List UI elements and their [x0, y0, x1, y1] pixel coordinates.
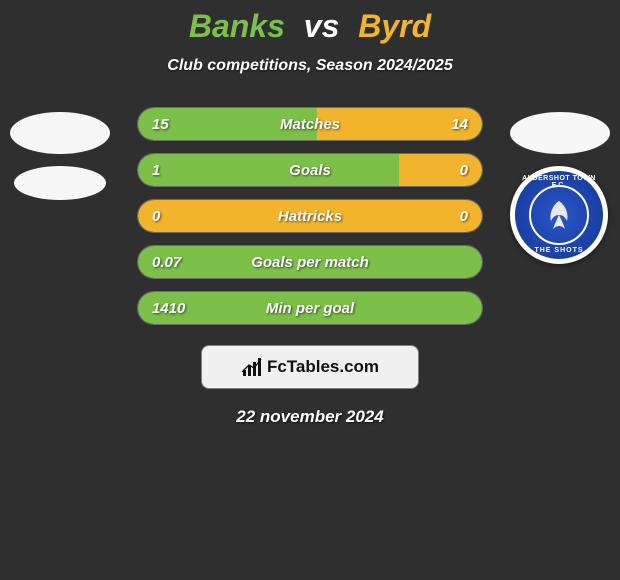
- stat-value-right: 14: [451, 108, 468, 140]
- stat-row: 15Matches14: [137, 107, 483, 141]
- stat-row: 1Goals0: [137, 153, 483, 187]
- club-badge-bottom-label: THE SHOTS: [515, 247, 603, 254]
- brand-box[interactable]: FcTables.com: [201, 345, 419, 389]
- date-label: 22 november 2024: [0, 407, 620, 427]
- stat-value-right: 0: [460, 154, 468, 186]
- brand-label: FcTables.com: [267, 357, 379, 377]
- title-vs: vs: [304, 8, 340, 44]
- subtitle: Club competitions, Season 2024/2025: [0, 57, 620, 75]
- stat-label: Min per goal: [138, 292, 482, 324]
- bar-chart-icon: [241, 356, 263, 378]
- left-club-flag-icon: [14, 166, 106, 200]
- phoenix-icon: [535, 191, 583, 239]
- comparison-card: Banks vs Byrd Club competitions, Season …: [0, 0, 620, 427]
- title-player2: Byrd: [358, 8, 431, 44]
- page-title: Banks vs Byrd: [0, 8, 620, 45]
- title-player1: Banks: [189, 8, 285, 44]
- stat-row: 0Hattricks0: [137, 199, 483, 233]
- stat-label: Matches: [138, 108, 482, 140]
- left-country-flag-icon: [10, 112, 110, 154]
- right-player-badges: ALDERSHOT TOWN F.C. THE SHOTS: [510, 112, 610, 212]
- stat-row: 0.07Goals per match: [137, 245, 483, 279]
- right-club-badge-icon: ALDERSHOT TOWN F.C. THE SHOTS: [510, 166, 608, 264]
- stat-row: 1410Min per goal: [137, 291, 483, 325]
- left-player-badges: [10, 112, 110, 212]
- stat-label: Hattricks: [138, 200, 482, 232]
- stat-label: Goals: [138, 154, 482, 186]
- stat-value-right: 0: [460, 200, 468, 232]
- stat-label: Goals per match: [138, 246, 482, 278]
- stats-table: 15Matches141Goals00Hattricks00.07Goals p…: [137, 107, 483, 325]
- right-country-flag-icon: [510, 112, 610, 154]
